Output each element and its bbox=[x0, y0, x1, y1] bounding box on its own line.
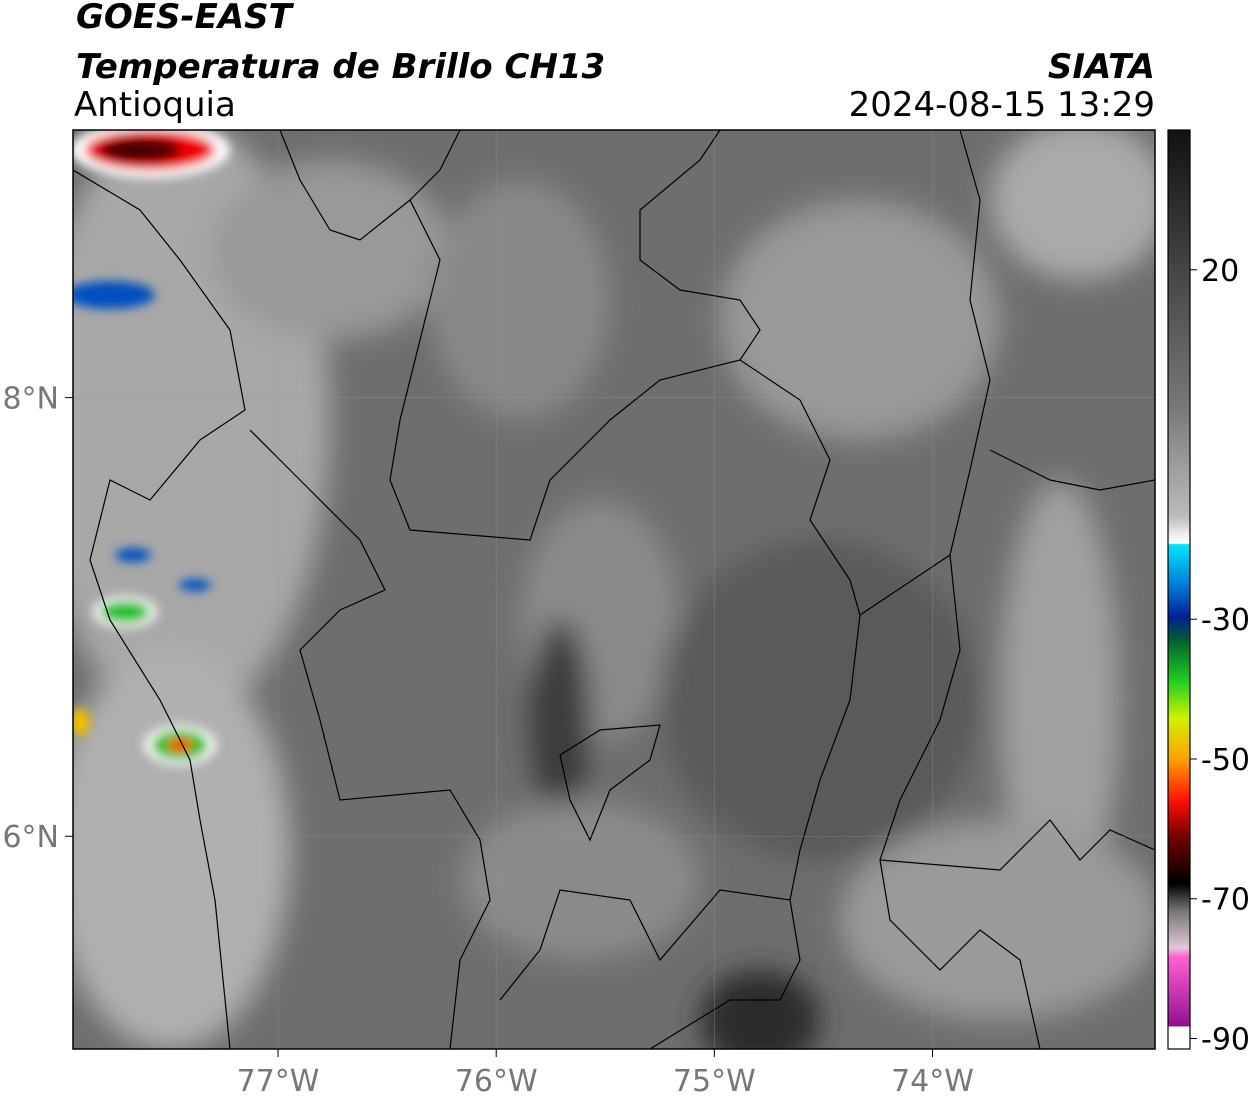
region: Antioquia bbox=[74, 85, 236, 125]
title: GOES-EAST bbox=[76, 0, 295, 37]
colorbar-tick-label: -30 bbox=[1201, 603, 1250, 638]
colorbar-tick-label: 20 bbox=[1201, 254, 1239, 289]
x-tick-label: 77°W bbox=[237, 1064, 320, 1099]
colorbar-tick-label: -70 bbox=[1201, 883, 1250, 918]
source: SIATA bbox=[1048, 47, 1155, 87]
x-tick-label: 75°W bbox=[673, 1064, 756, 1099]
colorbar-tick-label: -50 bbox=[1201, 743, 1250, 778]
colorbar bbox=[1167, 129, 1191, 1050]
y-tick-label: 8°N bbox=[2, 382, 59, 417]
y-tick-label: 6°N bbox=[2, 820, 59, 855]
x-tick-label: 76°W bbox=[455, 1064, 538, 1099]
subtitle: Temperatura de Brillo CH13 bbox=[76, 47, 605, 87]
colorbar-tick-label: -90 bbox=[1201, 1023, 1250, 1058]
satellite-image bbox=[73, 130, 1155, 1049]
map-frame bbox=[72, 129, 1156, 1050]
x-tick-label: 74°W bbox=[891, 1064, 974, 1099]
datetime: 2024-08-15 13:29 bbox=[849, 85, 1155, 125]
